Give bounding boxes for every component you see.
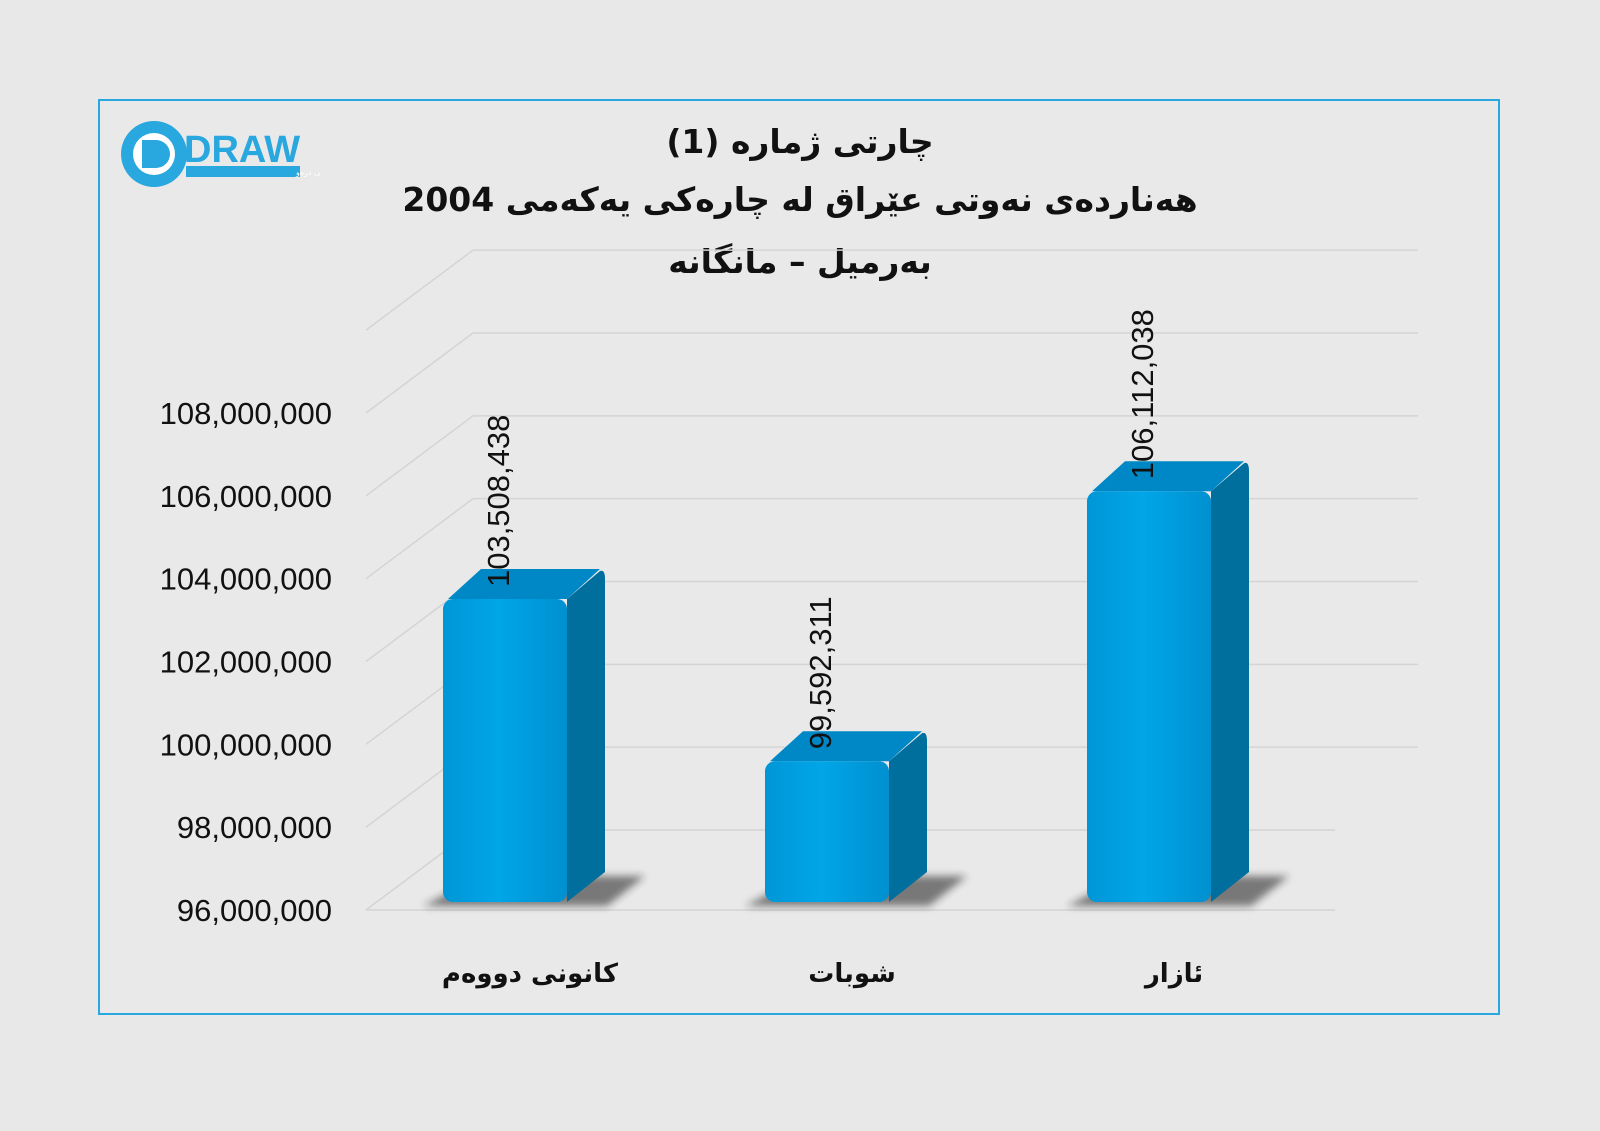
bar-side: [1211, 462, 1249, 902]
category-label: ئازار: [1143, 959, 1203, 989]
y-tick-label: 102,000,000: [160, 645, 332, 680]
chart-title-line-2: هەناردەی نەوتی عێراق لە چارەکی یەکەمی 20…: [402, 180, 1198, 219]
y-tick-label: 104,000,000: [160, 562, 332, 597]
logo-text: DRAW: [184, 129, 300, 171]
draw-logo: DRAW دامەزراوەی میدیایی درەو: [121, 121, 320, 187]
gridline-diagonal: [365, 415, 474, 497]
bar-top: [448, 569, 600, 600]
logo-tagline: دامەزراوەی میدیایی درەو: [295, 168, 320, 177]
bar-front: [1087, 491, 1211, 902]
bar-side: [567, 570, 605, 902]
y-tick-label: 106,000,000: [160, 479, 332, 514]
y-tick-label: 100,000,000: [160, 727, 332, 762]
value-label: 106,112,038: [1125, 309, 1160, 479]
category-label: شوبات: [808, 959, 896, 989]
bar: [745, 731, 967, 906]
bar: [1067, 461, 1289, 906]
value-label: 99,592,311: [803, 596, 838, 749]
value-label: 103,508,438: [481, 415, 516, 587]
chart-title-line-3: بەرمیل – مانگانە: [668, 242, 932, 281]
chart-title-line-1: چارتی ژمارە (1): [666, 122, 934, 161]
bar-front: [443, 599, 567, 902]
gridline-diagonal: [365, 498, 474, 580]
y-tick-label: 108,000,000: [160, 396, 332, 431]
gridline-diagonal: [365, 332, 474, 414]
y-tick-label: 96,000,000: [177, 893, 332, 928]
bar: [423, 569, 645, 906]
y-tick-label: 98,000,000: [177, 810, 332, 845]
bar-front: [765, 761, 889, 902]
bar-top: [1092, 461, 1244, 492]
category-label: کانونی دووەم: [442, 959, 619, 989]
bar-side: [889, 732, 927, 902]
gridline-diagonal: [365, 249, 474, 331]
bar-top: [770, 731, 922, 762]
